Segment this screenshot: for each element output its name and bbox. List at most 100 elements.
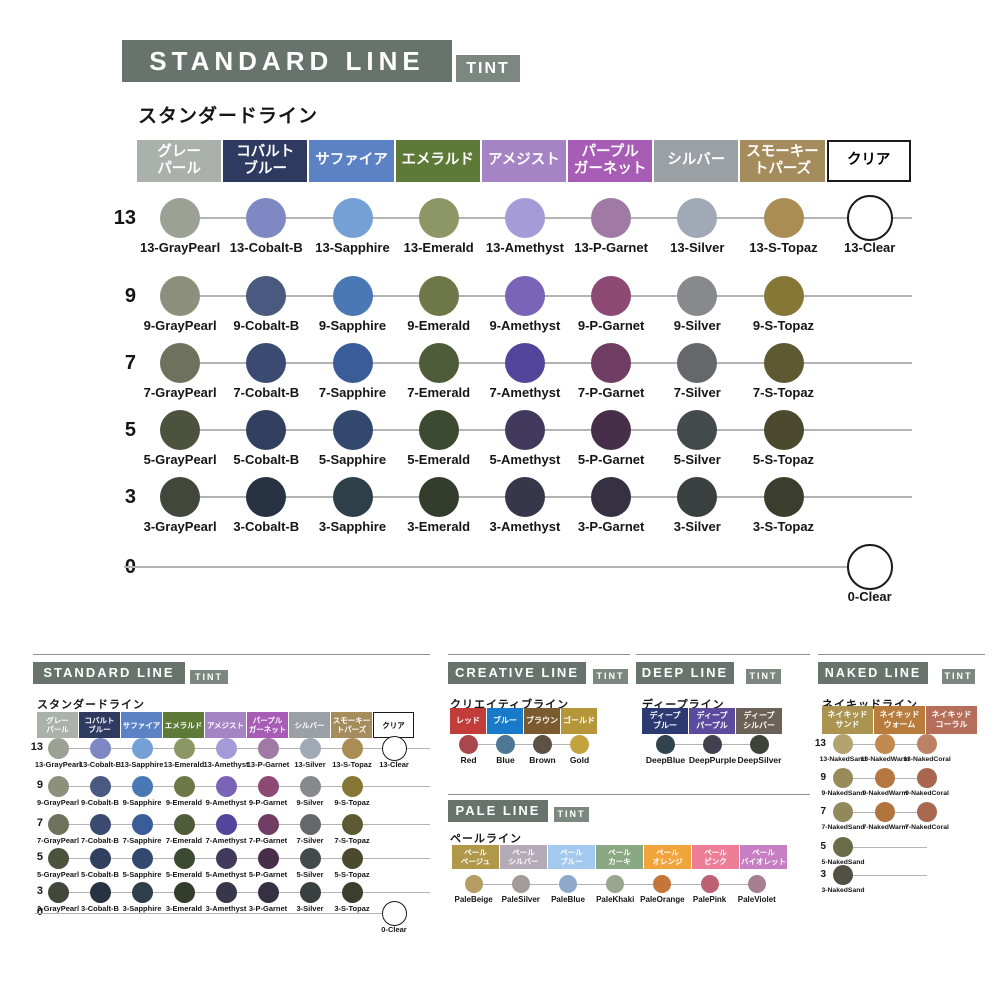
color-swatch-circle (418, 343, 459, 383)
swatch-label: 9-P-Garnet (248, 798, 288, 807)
swatch-label: PalePink (692, 895, 727, 904)
swatch-label: 9-GrayPearl (36, 798, 80, 807)
swatch-label: 9-S-Topaz (334, 798, 370, 807)
column-header: スモーキー トパーズ (331, 712, 372, 738)
color-swatch-circle (257, 847, 279, 869)
swatch-label: 0-Clear (847, 589, 892, 604)
row-level: 13 (113, 206, 136, 229)
column-header-label: グレー (46, 716, 69, 725)
row-line (124, 566, 870, 568)
color-swatch-circle (418, 198, 459, 238)
swatch-label: 7-Sapphire (318, 385, 387, 400)
column-header-label: サファイア (122, 720, 161, 730)
color-swatch-circle (341, 813, 363, 835)
swatch-label: 9-Silver (296, 798, 324, 807)
color-swatch-circle (215, 847, 237, 869)
color-swatch-circle (703, 734, 722, 754)
swatch-label: 7-Cobalt-B (233, 385, 300, 400)
color-swatch-circle (332, 343, 373, 383)
column-header-label: ブルー (493, 716, 517, 726)
panel-title: STANDARD LINE (122, 40, 452, 82)
color-swatch-circle (299, 737, 321, 759)
swatch-label: 13-Sapphire (120, 760, 164, 769)
color-swatch-circle (215, 881, 237, 903)
swatch-label: 0-Clear (381, 925, 407, 934)
column-header-label: シルバー (294, 720, 325, 730)
column-header: シルバー (654, 140, 739, 182)
column-header-label: レッド (456, 716, 480, 726)
column-header-label: ブルー (653, 721, 677, 730)
color-swatch-circle (591, 410, 632, 450)
column-header-label: ネイキッド (827, 710, 868, 720)
swatch-label: 5-GrayPearl (36, 870, 80, 879)
swatch-label: 7-Cobalt-B (81, 836, 119, 845)
column-header: エメラルド (395, 140, 480, 182)
color-swatch-circle (418, 477, 459, 517)
row-level: 3 (36, 885, 43, 898)
swatch-label: 3-Amethyst (489, 519, 561, 534)
color-swatch-circle (591, 276, 632, 316)
color-swatch-circle (763, 477, 804, 517)
row-level: 7 (124, 351, 136, 374)
column-header-label: スモーキー (746, 143, 819, 160)
swatch-label: PaleBeige (454, 895, 493, 904)
color-swatch-circle (47, 847, 69, 869)
swatch-label: 13-GrayPearl (34, 760, 82, 769)
color-swatch-circle (131, 881, 153, 903)
swatch-label: PaleBlue (551, 895, 585, 904)
swatch-label: 9-P-Garnet (577, 318, 645, 333)
color-swatch-circle (257, 775, 279, 797)
color-swatch-circle (464, 875, 483, 893)
color-swatch-circle (341, 775, 363, 797)
swatch-label: 7-Emerald (407, 385, 471, 400)
panel-title: NAKED LINE (818, 662, 928, 684)
color-swatch-circle (160, 198, 201, 238)
swatch-label: 9-Cobalt-B (81, 798, 119, 807)
column-header: ネイキッド サンド (822, 706, 873, 734)
column-header-label: クリア (382, 720, 405, 730)
color-swatch-circle (89, 813, 111, 835)
color-swatch-circle (591, 343, 632, 383)
swatch-label: 5-Amethyst (205, 870, 247, 879)
color-swatch-circle (160, 410, 201, 450)
column-header: ペール ベージュ (452, 845, 499, 869)
column-header-label: ブルー (88, 725, 111, 734)
column-header-label: カーキ (608, 857, 631, 866)
swatch-label: 3-GrayPearl (36, 904, 80, 913)
color-swatch-circle (606, 875, 625, 893)
color-swatch-circle (459, 734, 478, 754)
swatch-label: DeepBlue (645, 755, 686, 765)
color-swatch-circle (700, 875, 719, 893)
color-swatch-circle (763, 276, 804, 316)
swatch-label: 3-S-Topaz (752, 519, 815, 534)
swatch-label: 3-NakedSand (821, 887, 865, 894)
swatch-label: PaleKhaki (596, 895, 635, 904)
swatch-label: 13-NakedWarm (860, 756, 910, 763)
column-header: ディープ シルバー (736, 708, 782, 734)
column-header-label: サファイア (315, 152, 388, 169)
column-header: ペール オレンジ (644, 845, 691, 869)
column-header: ゴールド (561, 708, 597, 734)
column-header-label: エメラルド (401, 152, 474, 169)
swatch-label: Red (460, 755, 477, 765)
color-swatch-circle (215, 775, 237, 797)
column-header-label: ディープ (696, 711, 728, 721)
color-swatch-circle (677, 276, 718, 316)
panel-title: STANDARD LINE (33, 662, 185, 684)
swatch-label: 7-Emerald (165, 836, 203, 845)
swatch-label: 5-P-Garnet (248, 870, 288, 879)
swatch-label: 9-S-Topaz (752, 318, 815, 333)
color-swatch-circle (656, 734, 675, 754)
column-header: クリア (826, 140, 911, 182)
swatch-label: 5-Emerald (165, 870, 203, 879)
color-swatch-circle (160, 276, 201, 316)
swatch-label: 9-NakedCoral (905, 790, 949, 797)
swatch-label: 5-Emerald (407, 452, 471, 467)
panel-title: CREATIVE LINE (448, 662, 586, 684)
color-swatch-circle (173, 775, 195, 797)
row-level: 9 (36, 779, 43, 792)
color-swatch-circle (246, 477, 287, 517)
tint-badge: TINT (456, 55, 520, 82)
swatch-label: 7-S-Topaz (334, 836, 370, 845)
color-swatch-circle (504, 477, 545, 517)
